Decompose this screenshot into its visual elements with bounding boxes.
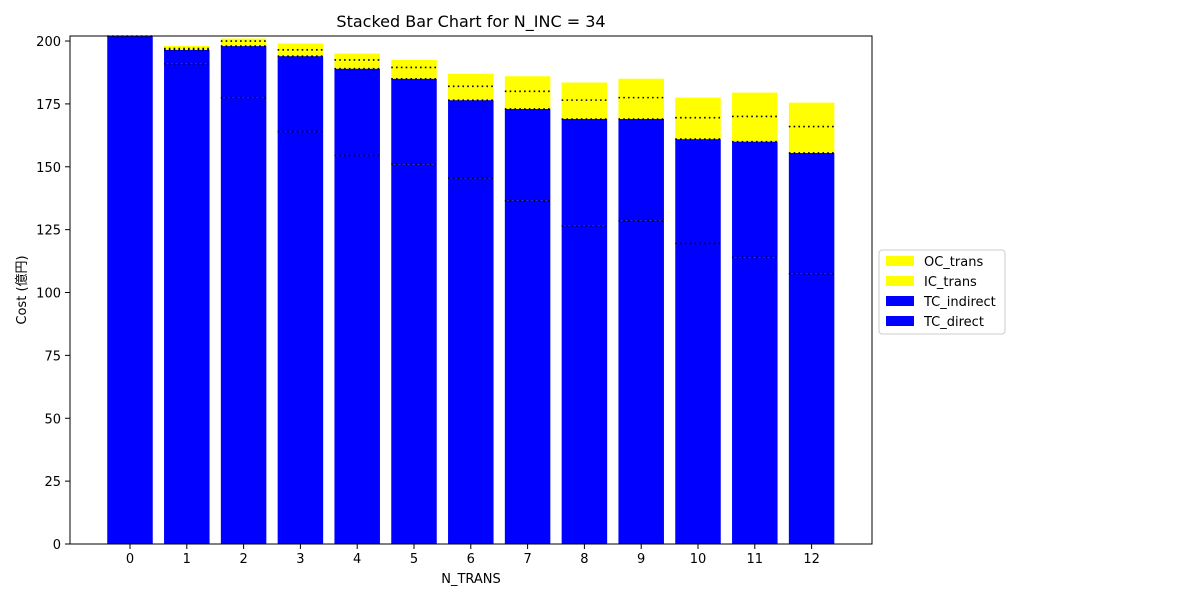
bar-TC_indirect-9 xyxy=(618,118,664,221)
bar-TC_direct-9 xyxy=(618,220,664,544)
bar-OC_trans-10 xyxy=(675,97,721,118)
bar-TC_indirect-1 xyxy=(164,49,210,64)
y-tick-label: 200 xyxy=(36,35,61,50)
x-tick-label: 8 xyxy=(580,552,588,567)
bar-TC_indirect-8 xyxy=(561,118,608,226)
bar-OC_trans-12 xyxy=(788,102,835,127)
bar-TC_direct-7 xyxy=(504,200,551,544)
x-tick-label: 2 xyxy=(239,552,247,567)
bar-IC_trans-5 xyxy=(391,67,437,79)
bar-TC_indirect-5 xyxy=(391,78,437,165)
bar-TC_direct-8 xyxy=(561,225,608,545)
bar-IC_trans-2 xyxy=(220,41,267,47)
bar-IC_trans-9 xyxy=(618,97,664,119)
bar-OC_trans-5 xyxy=(391,59,437,68)
bar-IC_trans-3 xyxy=(277,49,324,57)
bar-TC_indirect-4 xyxy=(334,68,380,156)
y-tick-label: 150 xyxy=(36,161,61,176)
x-tick-label: 6 xyxy=(467,552,475,567)
bar-TC_direct-10 xyxy=(675,243,721,544)
chart-title: Stacked Bar Chart for N_INC = 34 xyxy=(336,12,605,32)
legend-label-TC_direct: TC_direct xyxy=(923,315,984,330)
legend-swatch-OC_trans xyxy=(886,256,914,266)
bar-OC_trans-1 xyxy=(164,46,210,49)
bar-TC_indirect-10 xyxy=(675,139,721,244)
bar-OC_trans-2 xyxy=(220,38,267,42)
legend-swatch-TC_indirect xyxy=(886,296,914,306)
bar-TC_direct-3 xyxy=(277,131,324,544)
bar-TC_direct-11 xyxy=(732,257,778,544)
legend-label-OC_trans: OC_trans xyxy=(924,255,983,270)
bar-TC_direct-0 xyxy=(107,36,153,544)
bar-IC_trans-1 xyxy=(164,48,210,50)
x-axis: 0 1 2 3 4 5 6 7 8 9 10 11 12 xyxy=(126,544,820,567)
bar-OC_trans-3 xyxy=(277,43,324,50)
bar-IC_trans-10 xyxy=(675,117,721,140)
bar-TC_indirect-7 xyxy=(504,108,551,201)
y-tick-label: 175 xyxy=(36,98,61,113)
y-tick-label: 75 xyxy=(44,349,61,364)
legend-swatch-IC_trans xyxy=(886,276,914,286)
x-tick-label: 12 xyxy=(803,552,820,567)
bar-IC_trans-4 xyxy=(334,59,380,69)
bar-TC_direct-12 xyxy=(788,273,835,544)
y-axis: 0 25 50 75 100 125 150 175 200 xyxy=(36,35,70,553)
x-tick-label: 9 xyxy=(637,552,645,567)
bar-IC_trans-11 xyxy=(732,116,778,142)
bar-OC_trans-7 xyxy=(504,76,551,92)
bar-IC_trans-6 xyxy=(448,86,494,101)
legend: OC_trans IC_trans TC_indirect TC_direct xyxy=(878,249,1006,335)
y-tick-label: 50 xyxy=(44,412,61,427)
x-tick-label: 7 xyxy=(523,552,531,567)
bar-IC_trans-8 xyxy=(561,100,608,119)
y-tick-label: 25 xyxy=(44,475,61,490)
bars-layer xyxy=(107,36,835,545)
bar-OC_trans-11 xyxy=(732,92,778,117)
bar-TC_direct-4 xyxy=(334,155,380,544)
bar-TC_direct-6 xyxy=(448,178,494,544)
x-tick-label: 1 xyxy=(183,552,191,567)
bar-TC_direct-1 xyxy=(164,63,210,545)
bar-TC_direct-2 xyxy=(220,97,267,544)
x-tick-label: 0 xyxy=(126,552,134,567)
x-axis-label: N_TRANS xyxy=(441,572,501,587)
bar-TC_indirect-12 xyxy=(788,152,835,274)
y-tick-label: 125 xyxy=(36,224,61,239)
bar-OC_trans-4 xyxy=(334,53,380,60)
bar-TC_direct-5 xyxy=(391,164,437,544)
bar-IC_trans-12 xyxy=(788,126,835,153)
y-axis-label: Cost (億円) xyxy=(14,255,30,324)
legend-label-IC_trans: IC_trans xyxy=(924,275,977,290)
bar-OC_trans-9 xyxy=(618,78,664,98)
bar-TC_indirect-3 xyxy=(277,56,324,132)
bar-TC_indirect-11 xyxy=(732,141,778,258)
y-tick-label: 0 xyxy=(53,538,61,553)
y-tick-label: 100 xyxy=(36,287,61,302)
x-tick-label: 5 xyxy=(410,552,418,567)
x-tick-label: 10 xyxy=(690,552,707,567)
bar-OC_trans-8 xyxy=(561,82,608,101)
legend-frame xyxy=(878,249,1006,335)
bar-TC_indirect-2 xyxy=(220,46,267,98)
x-tick-label: 11 xyxy=(747,552,764,567)
x-tick-label: 4 xyxy=(353,552,361,567)
bar-OC_trans-6 xyxy=(448,73,494,87)
x-tick-label: 3 xyxy=(296,552,304,567)
legend-label-TC_indirect: TC_indirect xyxy=(923,295,996,310)
bar-IC_trans-7 xyxy=(504,91,551,109)
bar-TC_indirect-6 xyxy=(448,100,494,179)
legend-swatch-TC_direct xyxy=(886,316,914,326)
